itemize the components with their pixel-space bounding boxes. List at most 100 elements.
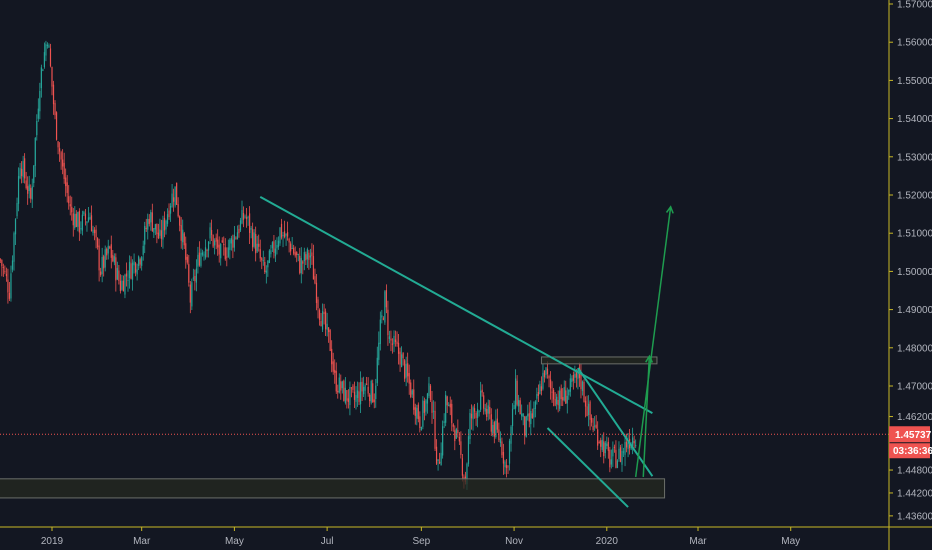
candle-up: [487, 405, 489, 414]
candle-up: [48, 45, 50, 48]
candle-down: [446, 396, 448, 406]
candle-down: [583, 381, 585, 402]
candle-up: [432, 410, 435, 412]
candle-down: [460, 441, 462, 455]
wedge-upper-line[interactable]: [577, 367, 654, 477]
candle-down: [414, 407, 416, 416]
support-zone[interactable]: [0, 478, 666, 499]
candle-down: [417, 404, 419, 420]
price-scale[interactable]: [889, 0, 932, 550]
candle-down: [238, 228, 240, 234]
candle-up: [101, 256, 103, 275]
candle-up: [467, 436, 470, 464]
candle-down: [531, 413, 533, 419]
candle-up: [40, 67, 42, 89]
candle-down: [537, 392, 539, 396]
candle-down: [584, 400, 587, 407]
candle-up: [359, 382, 362, 405]
candle-down: [598, 442, 600, 444]
candle-down: [320, 321, 322, 327]
candle-up: [13, 233, 15, 262]
candle-up: [437, 459, 439, 462]
candle-down: [331, 348, 333, 365]
candle-down: [312, 256, 315, 280]
candle-down: [75, 213, 77, 227]
candle-up: [303, 252, 305, 262]
candle-down: [62, 159, 64, 167]
candle-down: [63, 162, 65, 180]
candle-down: [218, 244, 220, 255]
candle-up: [376, 357, 378, 384]
projection-arrow-short[interactable]: [642, 356, 651, 477]
candle-down: [546, 368, 549, 375]
candle-up: [14, 219, 17, 235]
candle-down: [489, 406, 491, 414]
candle-down: [318, 310, 321, 320]
candle-up: [601, 439, 603, 450]
projection-arrow-long[interactable]: [634, 206, 672, 478]
candle-down: [302, 261, 304, 264]
candle-down: [66, 182, 68, 193]
candle-up: [375, 385, 377, 400]
candle-up: [165, 220, 167, 230]
candle-down: [194, 275, 196, 282]
candle-up: [612, 448, 614, 457]
candle-down: [429, 385, 432, 400]
candle-up: [124, 274, 126, 295]
candle-down: [122, 280, 125, 292]
candle-down: [157, 232, 159, 239]
candle-down: [71, 206, 73, 213]
y-tick-label: 1.57000: [897, 0, 932, 11]
candle-up: [499, 438, 501, 443]
candle-down: [7, 279, 9, 293]
candle-down: [72, 213, 74, 226]
candle-up: [285, 233, 287, 236]
countdown-badge: [889, 443, 930, 459]
candle-up: [239, 220, 242, 231]
candle-up: [426, 393, 429, 404]
candle-down: [548, 375, 550, 379]
candle-up: [11, 260, 14, 270]
candle-up: [604, 442, 606, 454]
candle-up: [80, 228, 82, 230]
candle-up: [556, 396, 558, 405]
candle-up: [230, 238, 232, 244]
candle-down: [100, 271, 102, 276]
candle-down: [551, 391, 553, 393]
candle-down: [280, 223, 283, 238]
candle-down: [435, 446, 438, 464]
candle-down: [600, 440, 602, 447]
candle-up: [306, 249, 308, 260]
candle-up: [267, 260, 269, 268]
x-tick-label: Mar: [689, 536, 707, 547]
candle-down: [385, 290, 387, 308]
y-tick-label: 1.47000: [897, 382, 932, 393]
candle-down: [315, 282, 318, 303]
candle-down: [188, 264, 190, 283]
wedge-lower-line[interactable]: [546, 427, 629, 508]
candle-up: [28, 184, 30, 192]
candle-down: [139, 259, 141, 265]
candle-up: [162, 220, 164, 240]
candle-down: [454, 430, 456, 442]
descending-resistance-line[interactable]: [259, 196, 653, 414]
x-tick-label: 2020: [596, 536, 619, 547]
candle-up: [381, 315, 383, 318]
time-scale[interactable]: [0, 527, 889, 550]
candle-up: [559, 390, 561, 409]
y-tick-label: 1.50000: [897, 267, 932, 278]
candle-down: [554, 399, 556, 406]
candle-down: [255, 233, 257, 254]
candle-down: [119, 280, 121, 292]
candle-down: [151, 212, 153, 232]
candle-down: [340, 381, 342, 391]
resistance-zone[interactable]: [540, 356, 658, 365]
candle-up: [153, 228, 155, 233]
candle-down: [553, 389, 555, 400]
candle-up: [236, 232, 239, 240]
candle-up: [19, 168, 21, 179]
candle-up: [521, 413, 523, 417]
candle-down: [451, 403, 453, 424]
candle-up: [635, 445, 637, 447]
